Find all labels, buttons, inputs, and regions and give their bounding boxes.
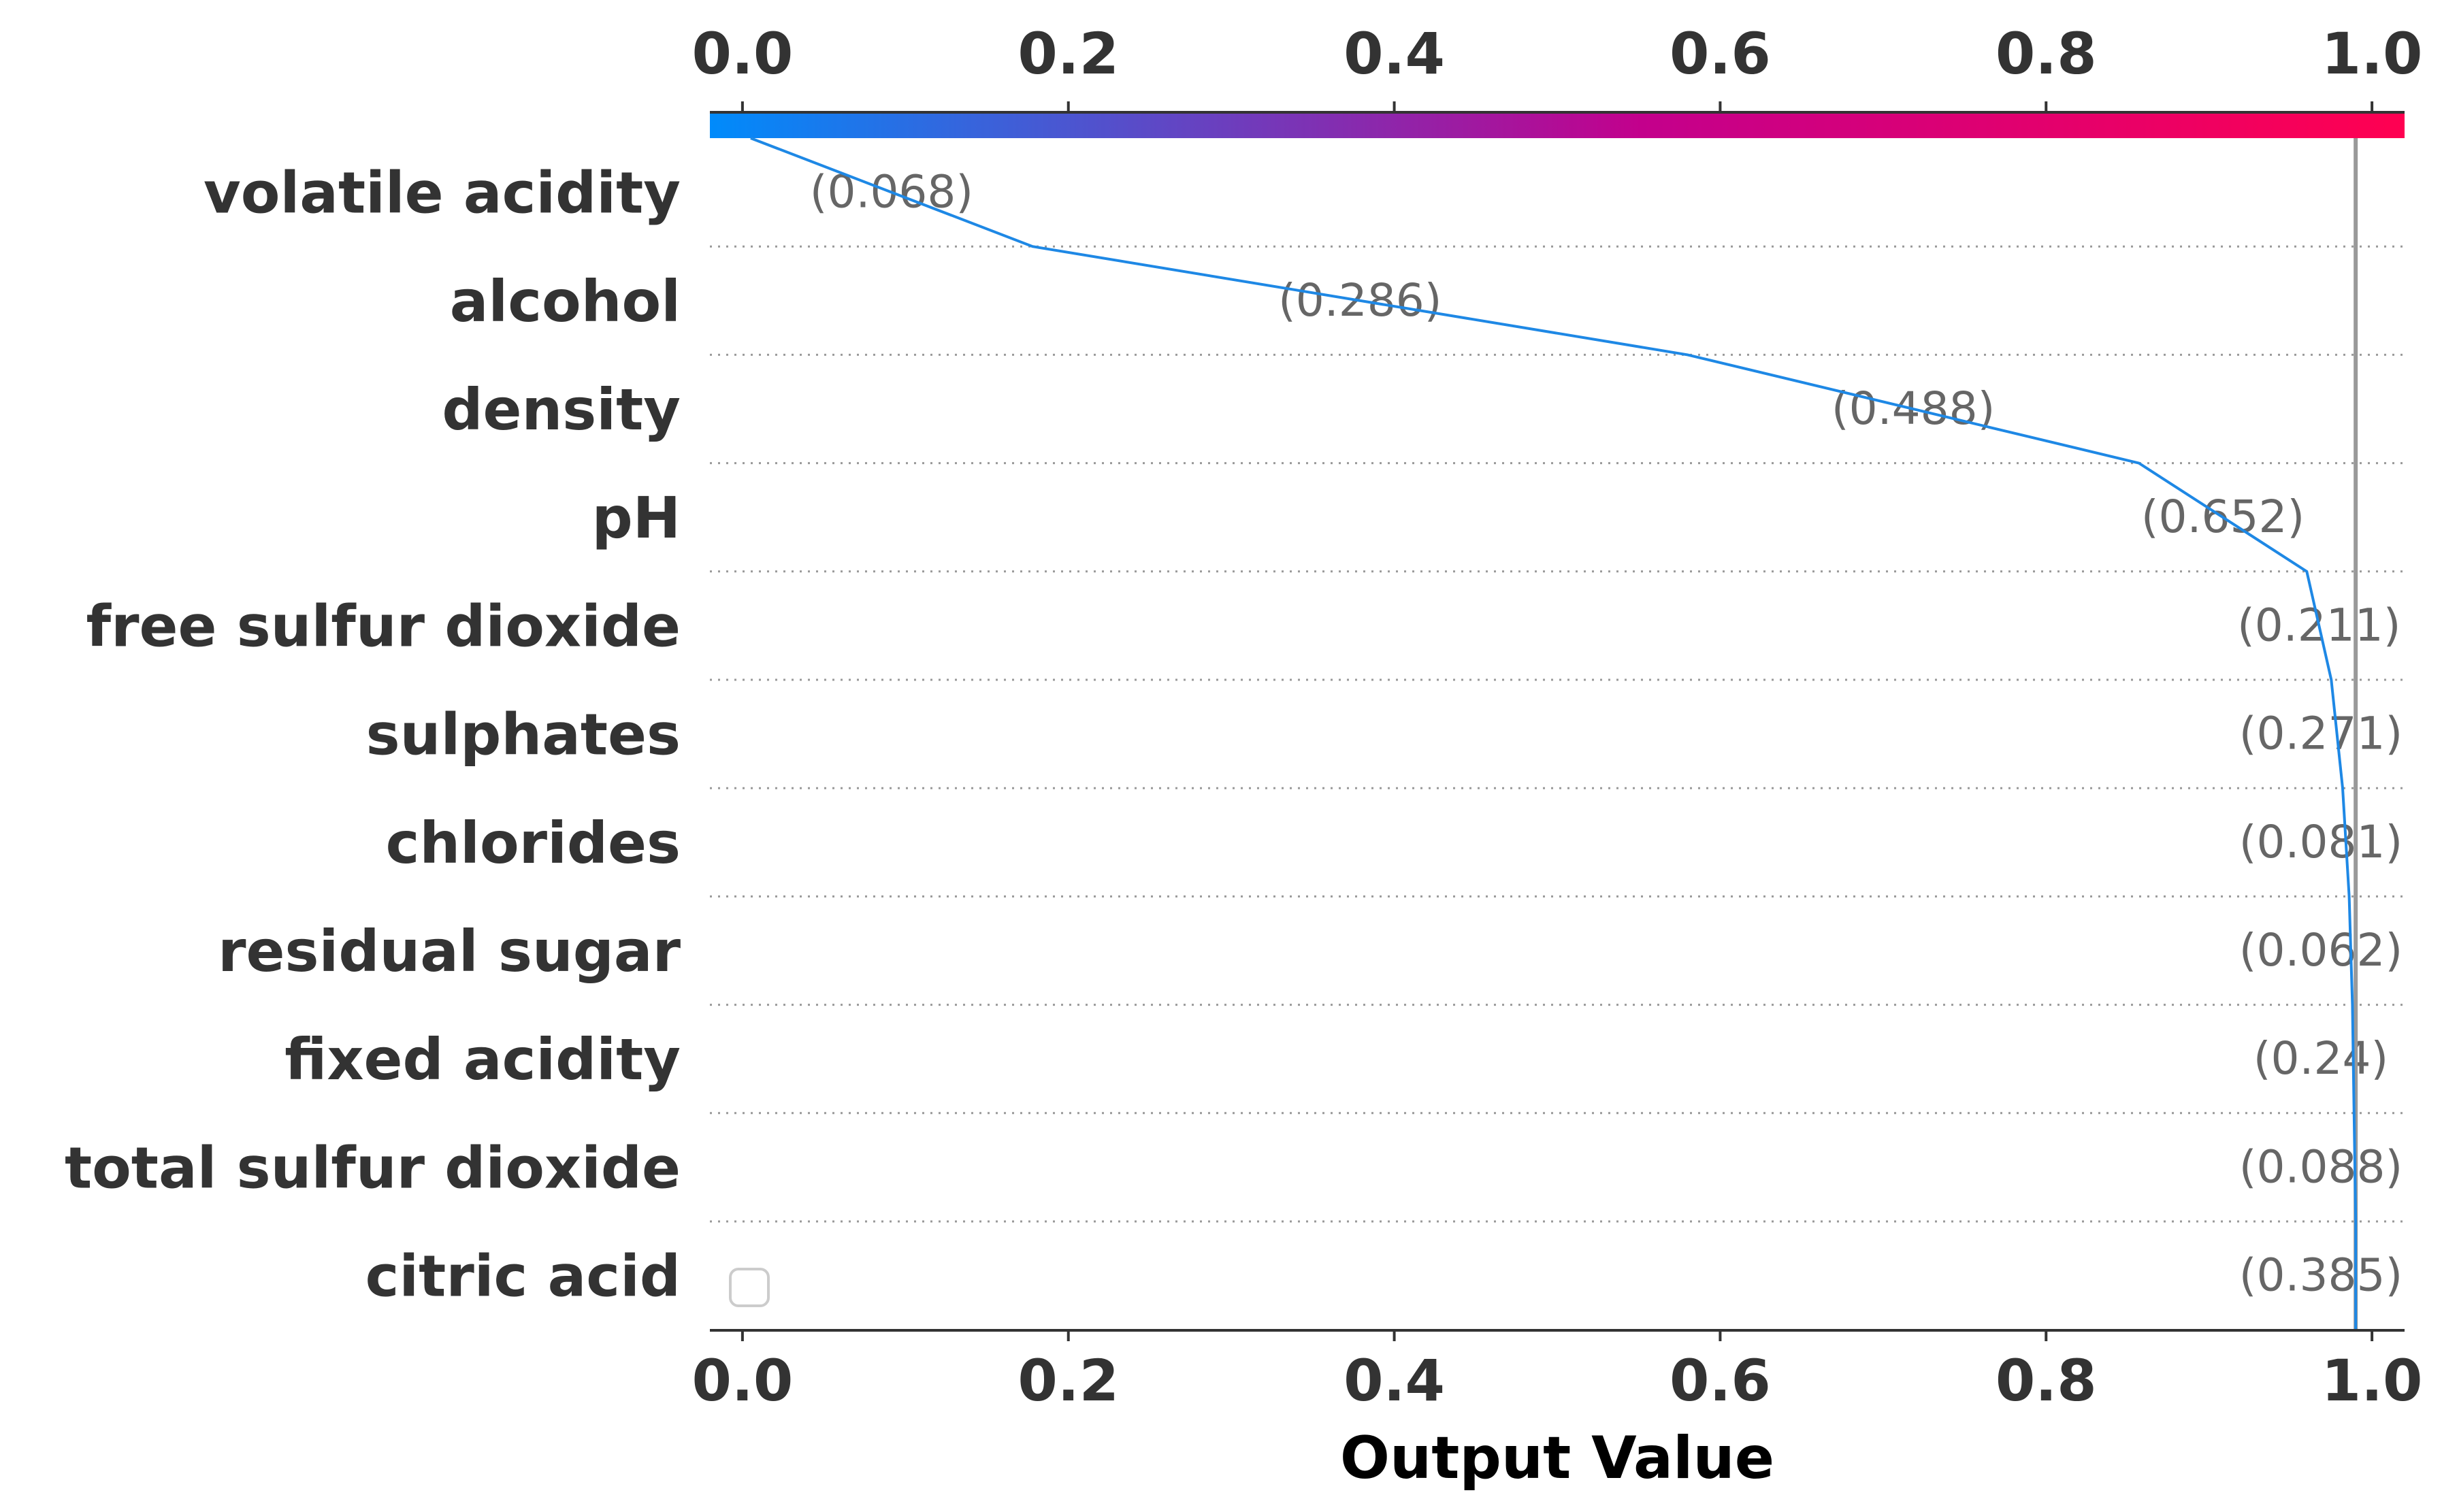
feature-value-label: (0.062) <box>2239 924 2403 976</box>
feature-value-label: (0.24) <box>2253 1032 2388 1085</box>
feature-label: total sulfur dioxide <box>65 1134 681 1201</box>
feature-label: sulphates <box>366 702 681 768</box>
bottom-tick-label: 1.0 <box>2322 1347 2423 1414</box>
bottom-tick-label: 0.2 <box>1018 1347 1119 1414</box>
feature-value-label: (0.088) <box>2239 1140 2403 1193</box>
bottom-tick-label: 0.4 <box>1344 1347 1445 1414</box>
top-tick-label: 0.8 <box>1996 20 2097 87</box>
feature-label: residual sugar <box>218 918 681 985</box>
feature-label: fixed acidity <box>284 1026 681 1093</box>
bottom-tick-label: 0.8 <box>1996 1347 2097 1414</box>
top-tick-label: 0.0 <box>691 20 793 87</box>
feature-label: alcohol <box>450 268 681 335</box>
feature-label: chlorides <box>386 810 681 876</box>
feature-value-label: (0.271) <box>2239 708 2403 760</box>
bottom-tick-label: 0.6 <box>1670 1347 1771 1414</box>
colorbar <box>710 112 2405 138</box>
bottom-tick-label: 0.0 <box>691 1347 793 1414</box>
feature-value-label: (0.385) <box>2239 1249 2403 1302</box>
top-tick-label: 0.6 <box>1670 20 1771 87</box>
feature-label: citric acid <box>365 1243 681 1310</box>
x-axis-title: Output Value <box>1340 1424 1774 1492</box>
feature-value-label: (0.081) <box>2239 816 2403 868</box>
feature-label: volatile acidity <box>204 160 681 227</box>
feature-label: pH <box>592 484 681 551</box>
row-separators <box>710 245 2405 1223</box>
feature-labels: volatile acidity (0.068)alcohol (0.286)den… <box>65 160 2403 1310</box>
feature-label: free sulfur dioxide <box>86 593 681 659</box>
axis-ticks: 0.0 0.0 0.2 0.2 0.4 0.4 0.6 0.6 0.8 0.8 1.0 1.0 <box>691 20 2422 1414</box>
decision-path-line <box>750 137 2358 1330</box>
top-tick-label: 0.4 <box>1344 20 1445 87</box>
legend-box <box>729 1268 770 1307</box>
top-tick-label: 1.0 <box>2322 20 2423 87</box>
feature-label: density <box>442 376 681 443</box>
top-tick-label: 0.2 <box>1018 20 1119 87</box>
